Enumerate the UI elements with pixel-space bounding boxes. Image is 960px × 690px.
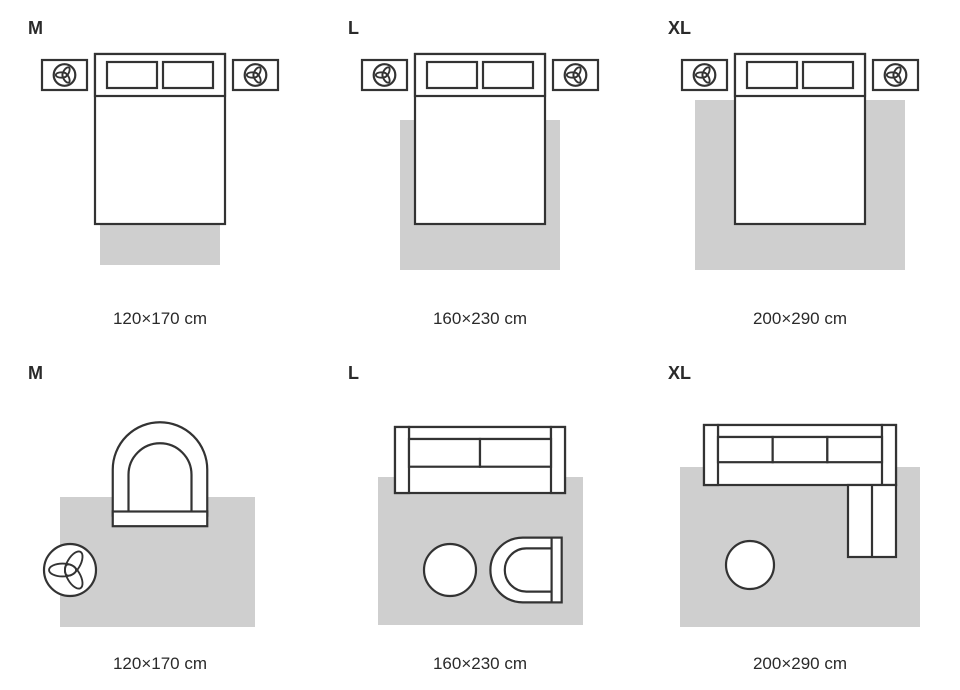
livingroom-diagram [0,385,320,645]
livingroom-diagram [640,385,960,645]
cell-bedroom-M: M 120×170 cm [0,0,320,345]
cushion [773,437,828,462]
pillow [427,62,477,88]
dimensions-caption: 200×290 cm [640,654,960,674]
plant-icon [885,64,907,86]
nightstand [233,60,278,90]
plant-icon [44,544,96,596]
sofa [704,425,896,485]
cell-bedroom-L: L 160×230 cm [320,0,640,345]
size-label: XL [668,18,691,39]
bedroom-diagram [640,40,960,300]
plant-icon [54,64,76,86]
bed [95,54,225,224]
nightstand [42,60,87,90]
diagram-container [320,40,640,300]
diagram-container [640,40,960,300]
size-label: M [28,363,43,384]
plant-icon [565,64,587,86]
nightstand [362,60,407,90]
cell-bedroom-XL: XL 200×290 cm [640,0,960,345]
cell-livingroom-XL: XL 200×290 cm [640,345,960,690]
nightstand [682,60,727,90]
cell-livingroom-M: M 120×170 cm [0,345,320,690]
plant-icon [374,64,396,86]
armchair [113,422,208,526]
bedroom-diagram [0,40,320,300]
pillow [107,62,157,88]
pillow [747,62,797,88]
bed [735,54,865,224]
diagram-container [0,385,320,645]
pillow [163,62,213,88]
plant-icon [694,64,716,86]
diagram-container [320,385,640,645]
size-label: L [348,18,359,39]
armchair [490,538,561,603]
dimensions-caption: 200×290 cm [640,309,960,329]
diagram-container [640,385,960,645]
cushion [480,439,551,467]
nightstand [873,60,918,90]
cushion [718,437,773,462]
pillow [483,62,533,88]
cell-livingroom-L: L 160×230 cm [320,345,640,690]
size-label: XL [668,363,691,384]
size-label: M [28,18,43,39]
dimensions-caption: 120×170 cm [0,309,320,329]
cushion [409,439,480,467]
bedroom-diagram [320,40,640,300]
nightstand [553,60,598,90]
dimensions-caption: 120×170 cm [0,654,320,674]
diagram-container [0,40,320,300]
dimensions-caption: 160×230 cm [320,309,640,329]
pillow [803,62,853,88]
cushion [827,437,882,462]
livingroom-diagram [320,385,640,645]
dimensions-caption: 160×230 cm [320,654,640,674]
bed [415,54,545,224]
size-label: L [348,363,359,384]
plant-icon [245,64,267,86]
sofa [395,427,565,493]
